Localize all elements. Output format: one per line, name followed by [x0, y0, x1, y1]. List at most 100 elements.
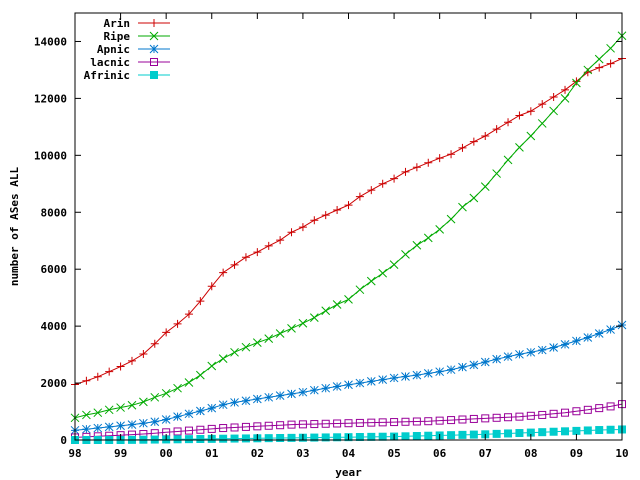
- data-point: [423, 233, 433, 243]
- data-point: [435, 154, 444, 163]
- legend-item-ripe: Ripe: [104, 30, 170, 43]
- data-point: [264, 334, 274, 344]
- data-point: [401, 167, 410, 176]
- data-point: [412, 163, 421, 172]
- data-point: [344, 201, 353, 210]
- data-point: [390, 418, 399, 427]
- data-point: [367, 418, 376, 427]
- data-point: [264, 434, 273, 443]
- x-tick-label: 02: [251, 447, 264, 460]
- data-point: [173, 383, 182, 393]
- data-point: [287, 324, 296, 333]
- data-point: [412, 370, 422, 380]
- data-point: [173, 435, 182, 444]
- data-point: [218, 354, 228, 363]
- data-point: [503, 352, 513, 361]
- data-point: [606, 59, 615, 68]
- data-point: [606, 325, 615, 334]
- data-point: [309, 385, 319, 395]
- data-point: [161, 388, 171, 398]
- data-point: [504, 413, 513, 422]
- data-point: [82, 424, 91, 434]
- data-point: [594, 54, 604, 64]
- data-point: [435, 367, 445, 377]
- data-point: [401, 250, 410, 259]
- data-point: [560, 339, 570, 349]
- data-point: [287, 389, 296, 399]
- data-point: [253, 248, 262, 257]
- data-point: [561, 85, 570, 94]
- data-point: [446, 214, 456, 224]
- data-point: [184, 409, 194, 419]
- y-tick-label: 6000: [41, 263, 68, 276]
- x-tick-label: 03: [296, 447, 309, 460]
- data-point: [572, 336, 581, 346]
- x-tick-label: 99: [114, 447, 127, 460]
- data-point: [184, 378, 194, 387]
- data-point: [594, 329, 604, 338]
- data-point: [264, 421, 273, 430]
- data-point: [230, 398, 239, 407]
- data-point: [207, 282, 216, 291]
- data-point: [401, 432, 410, 441]
- data-point: [196, 370, 205, 380]
- data-point: [560, 94, 570, 103]
- y-tick-label: 10000: [34, 149, 67, 162]
- data-point: [241, 342, 251, 352]
- data-point: [446, 365, 456, 375]
- data-point: [390, 174, 399, 183]
- data-point: [469, 193, 479, 203]
- data-point: [412, 432, 421, 441]
- data-point: [150, 392, 160, 402]
- data-point: [287, 228, 296, 237]
- data-point: [435, 416, 444, 425]
- data-point: [355, 418, 364, 427]
- data-point: [515, 143, 524, 152]
- y-tick-label: 0: [60, 434, 67, 447]
- legend-label: Arin: [104, 17, 131, 30]
- data-point: [230, 347, 239, 357]
- data-point: [150, 58, 158, 66]
- data-point: [549, 427, 558, 436]
- data-point: [595, 63, 604, 72]
- data-point: [149, 44, 159, 54]
- data-point: [253, 422, 262, 431]
- data-point: [549, 92, 558, 101]
- data-point: [492, 429, 501, 438]
- data-point: [276, 421, 285, 430]
- data-point: [150, 339, 159, 348]
- data-point: [196, 435, 205, 444]
- data-point: [207, 424, 216, 433]
- y-axis: 0 2000 4000 6000 8000 10000 12000 14000: [34, 35, 622, 447]
- data-point: [150, 19, 158, 27]
- series-layer: [70, 31, 627, 444]
- data-point: [276, 236, 285, 245]
- data-point: [424, 158, 433, 167]
- data-point: [492, 169, 501, 178]
- legend-item-arin: Arin: [104, 17, 170, 30]
- data-point: [423, 369, 433, 378]
- data-point: [264, 241, 273, 250]
- data-point: [82, 376, 91, 385]
- data-point: [583, 65, 593, 75]
- data-point: [333, 433, 342, 442]
- data-point: [583, 426, 592, 435]
- data-point: [481, 131, 490, 140]
- data-point: [196, 425, 205, 434]
- data-point: [173, 412, 182, 422]
- data-point: [149, 31, 159, 41]
- data-point: [412, 240, 422, 250]
- data-point: [321, 306, 331, 316]
- data-point: [447, 150, 456, 159]
- data-point: [492, 413, 501, 422]
- data-point: [389, 373, 399, 383]
- data-point: [333, 205, 342, 214]
- data-point: [310, 216, 319, 225]
- data-point: [378, 179, 387, 188]
- data-point: [127, 400, 137, 410]
- data-point: [526, 107, 535, 116]
- data-point: [412, 417, 421, 426]
- data-point: [378, 432, 387, 441]
